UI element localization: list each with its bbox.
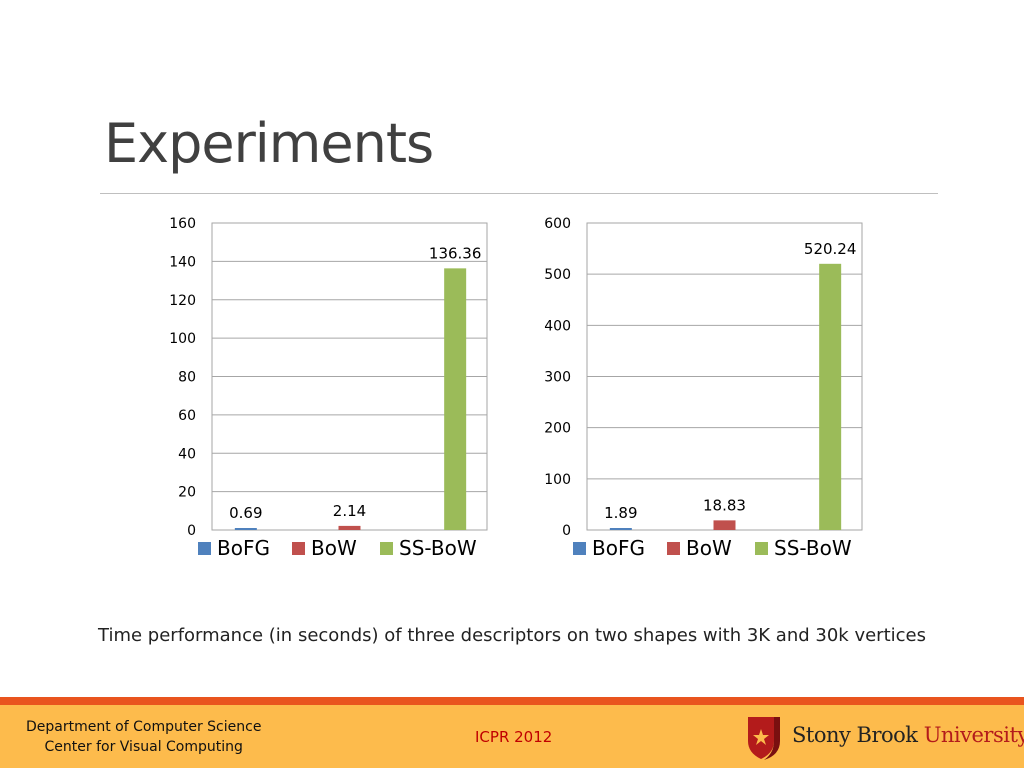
y-tick-label: 100 [169, 331, 196, 347]
y-tick-label: 20 [178, 485, 196, 501]
y-tick-label: 140 [169, 254, 196, 270]
data-label: 2.14 [333, 502, 366, 520]
y-tick-label: 200 [544, 421, 571, 437]
legend-swatch-ss-bow [755, 542, 768, 555]
department-name: Department of Computer Science [26, 719, 262, 735]
legend-label: BoW [311, 536, 357, 560]
footer-stripe [0, 697, 1024, 705]
bar-bow [713, 520, 736, 530]
conference-label: ICPR 2012 [475, 728, 553, 746]
data-label: 18.83 [703, 496, 746, 514]
university-name: Stony Brook [792, 723, 918, 747]
bar-ss-bow [819, 263, 842, 530]
y-tick-label: 600 [544, 216, 571, 232]
y-tick-label: 40 [178, 446, 196, 462]
y-tick-label: 80 [178, 370, 196, 386]
university-logo: Stony Brook University [744, 713, 1024, 761]
slide-title: Experiments [104, 112, 434, 175]
bar-ss-bow [444, 268, 467, 530]
shield-icon [748, 717, 780, 760]
legend-label: BoFG [217, 536, 270, 560]
y-tick-label: 500 [544, 267, 571, 283]
y-tick-label: 120 [169, 293, 196, 309]
legend-label: BoW [686, 536, 732, 560]
chart-3k-vertices: 0 20 40 60 80 100 120 140 160 0.69 2.14 136.36 BoFG B… [150, 205, 495, 579]
y-tick-label: 60 [178, 408, 196, 424]
legend-label: SS-BoW [399, 536, 477, 560]
legend-label: SS-BoW [774, 536, 852, 560]
bar-bofg [609, 528, 632, 530]
y-tick-label: 100 [544, 472, 571, 488]
chart-svg: 0 100 200 300 400 500 600 1.89 18.83 520.24 BoFG Bo… [544, 216, 863, 560]
footer: Department of Computer Science Center fo… [0, 705, 1024, 768]
y-tick-label: 0 [562, 523, 571, 539]
bar-bofg [234, 528, 257, 530]
figure-caption: Time performance (in seconds) of three d… [98, 625, 926, 646]
bar-bow [338, 525, 361, 530]
title-divider [100, 193, 938, 194]
legend-swatch-bofg [573, 542, 586, 555]
data-label: 520.24 [804, 240, 857, 258]
data-label: 136.36 [429, 244, 482, 262]
university-suffix: University [923, 723, 1024, 747]
legend-swatch-ss-bow [380, 542, 393, 555]
y-tick-label: 160 [169, 216, 196, 232]
department-info: Department of Computer Science Center fo… [26, 717, 261, 757]
center-name: Center for Visual Computing [44, 739, 243, 755]
data-label: 1.89 [604, 504, 637, 522]
chart-svg: 0 20 40 60 80 100 120 140 160 0.69 2.14 136.36 BoFG B… [169, 216, 488, 560]
university-wordmark: Stony Brook University [792, 723, 1024, 747]
legend-swatch-bofg [198, 542, 211, 555]
data-label: 0.69 [229, 504, 262, 522]
y-tick-label: 300 [544, 370, 571, 386]
y-tick-label: 0 [187, 523, 196, 539]
chart-30k-vertices: 0 100 200 300 400 500 600 1.89 18.83 520.24 BoFG Bo… [525, 205, 870, 579]
legend-swatch-bow [667, 542, 680, 555]
legend-swatch-bow [292, 542, 305, 555]
legend-label: BoFG [592, 536, 645, 560]
y-tick-label: 400 [544, 318, 571, 334]
